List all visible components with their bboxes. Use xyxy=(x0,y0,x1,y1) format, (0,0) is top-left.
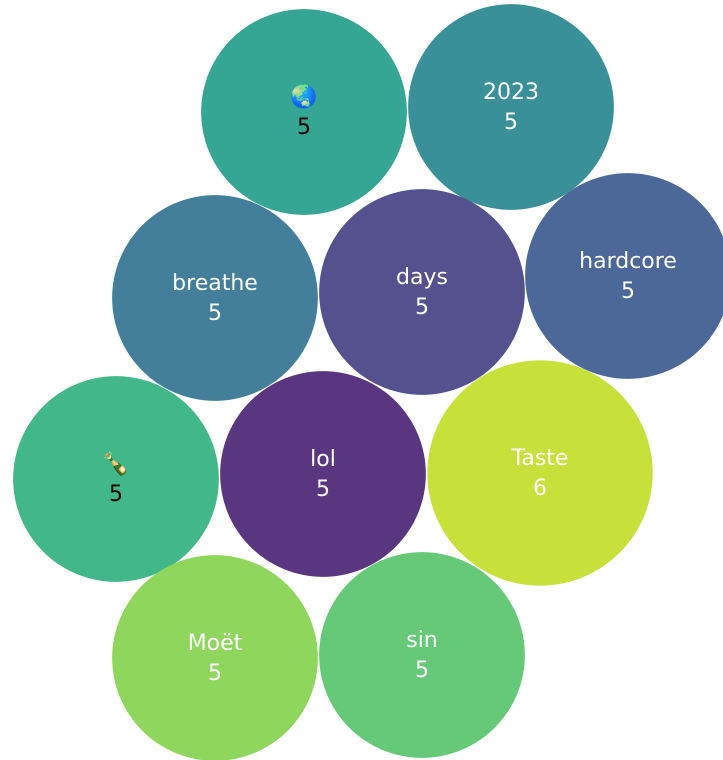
bubble-value: 5 xyxy=(415,295,429,320)
bubble xyxy=(319,189,525,395)
bubble-label: 🍾 xyxy=(102,451,129,477)
bubble xyxy=(525,173,723,379)
bubble-value: 5 xyxy=(208,301,222,326)
bubble xyxy=(319,552,525,758)
bubble-value: 5 xyxy=(504,110,518,135)
bubble xyxy=(13,376,219,582)
bubble-label: breathe xyxy=(172,271,258,296)
bubble-value: 5 xyxy=(109,482,123,507)
bubble xyxy=(201,9,407,215)
bubble xyxy=(408,4,614,210)
bubble xyxy=(427,360,653,586)
bubble xyxy=(112,195,318,401)
bubble-label: days xyxy=(396,265,448,290)
bubble-label: sin xyxy=(406,628,438,653)
bubble-value: 5 xyxy=(621,279,635,304)
bubble xyxy=(112,555,318,760)
bubble-value: 6 xyxy=(533,476,547,501)
bubble-label: 2023 xyxy=(483,80,539,105)
bubble-label: Taste xyxy=(511,446,569,471)
bubble-value: 5 xyxy=(415,658,429,683)
bubble-value: 5 xyxy=(208,661,222,686)
bubble-value: 5 xyxy=(316,477,330,502)
bubble-value: 5 xyxy=(297,115,311,140)
bubble-label: hardcore xyxy=(579,249,677,274)
bubble xyxy=(220,371,426,577)
bubble-label: lol xyxy=(310,447,336,472)
bubble-label: Moët xyxy=(188,631,243,656)
bubble-label: 🌏 xyxy=(290,84,317,110)
